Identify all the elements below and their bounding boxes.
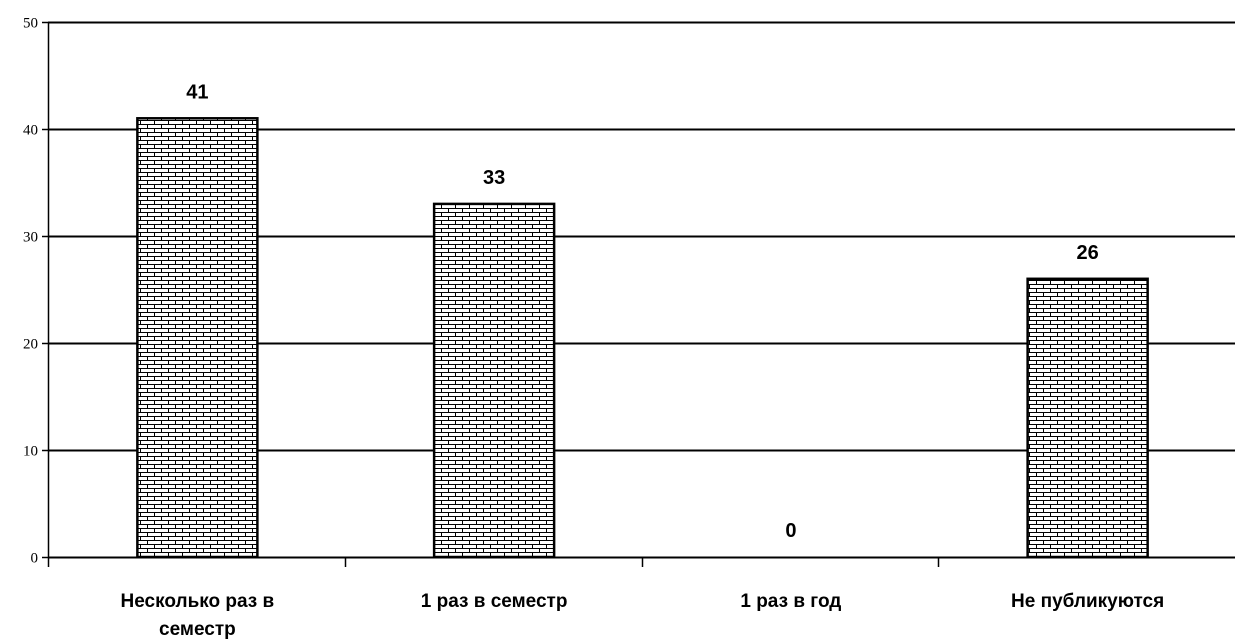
x-tick-label: Несколько раз в семестр [121, 591, 275, 640]
y-tick-label: 40 [23, 123, 38, 139]
y-tick-label: 20 [23, 337, 38, 353]
data-label-background [1069, 238, 1106, 265]
x-tick-label: Не публикуются [1011, 591, 1164, 612]
x-tick-label: 1 раз в год [740, 591, 841, 612]
bar [136, 117, 259, 559]
data-label-background [779, 517, 803, 543]
data-label: 33 [483, 167, 505, 189]
data-label: 41 [186, 81, 208, 103]
labels: 0 10 20 30 40 50 41 Несколько раз в семестр 33 1 р… [23, 16, 1164, 641]
y-tick-label: 50 [23, 16, 38, 32]
bar [1026, 277, 1149, 559]
y-tick-label: 10 [23, 444, 38, 460]
y-tick-label: 30 [23, 230, 38, 246]
x-tick-label: 1 раз в семестр [421, 591, 568, 612]
data-label-background [179, 78, 216, 105]
bars [136, 117, 1149, 559]
y-tick-label: 0 [31, 551, 39, 567]
data-label-background [476, 163, 513, 190]
data-label: 26 [1077, 242, 1099, 264]
data-label: 0 [785, 520, 796, 542]
bar [432, 202, 556, 559]
